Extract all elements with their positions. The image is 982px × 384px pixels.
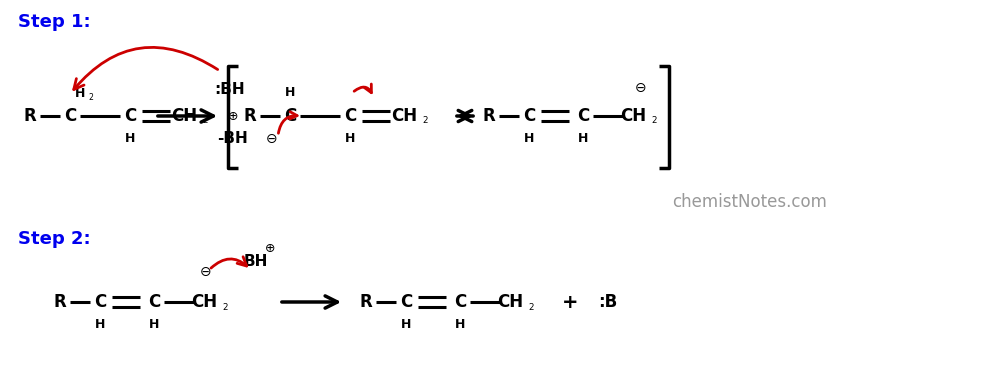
Text: H: H xyxy=(149,318,159,331)
Text: chemistNotes.com: chemistNotes.com xyxy=(673,193,828,211)
Text: C: C xyxy=(576,107,589,125)
Text: Step 1:: Step 1: xyxy=(18,13,90,31)
Text: Step 2:: Step 2: xyxy=(18,230,90,248)
Text: C: C xyxy=(284,107,297,125)
Text: C: C xyxy=(124,107,136,125)
Text: H: H xyxy=(95,318,105,331)
FancyArrowPatch shape xyxy=(211,257,246,268)
Text: $_2$: $_2$ xyxy=(201,114,208,126)
Text: C: C xyxy=(522,107,535,125)
Text: C: C xyxy=(94,293,106,311)
Text: R: R xyxy=(54,293,67,311)
Text: CH: CH xyxy=(620,107,646,125)
Text: CH: CH xyxy=(191,293,217,311)
Text: BH: BH xyxy=(244,255,268,270)
FancyArrowPatch shape xyxy=(278,112,298,133)
Text: -BH: -BH xyxy=(218,131,248,147)
Text: H: H xyxy=(285,86,296,99)
Text: CH: CH xyxy=(171,107,197,125)
Text: ⊕: ⊕ xyxy=(265,242,275,255)
Text: ⊖: ⊖ xyxy=(266,132,278,146)
Text: C: C xyxy=(148,293,160,311)
Text: H: H xyxy=(455,318,465,331)
Text: $_2$: $_2$ xyxy=(421,114,428,126)
Text: C: C xyxy=(64,107,77,125)
FancyArrowPatch shape xyxy=(355,84,371,93)
Text: C: C xyxy=(454,293,466,311)
Text: +: + xyxy=(562,293,578,311)
Text: H: H xyxy=(125,132,136,146)
Text: $_2$: $_2$ xyxy=(651,114,657,126)
Text: :BH: :BH xyxy=(215,81,246,96)
Text: H: H xyxy=(75,88,85,101)
Text: $_2$: $_2$ xyxy=(87,92,94,104)
Text: C: C xyxy=(400,293,412,311)
Text: R: R xyxy=(24,107,36,125)
Text: ⊕: ⊕ xyxy=(228,111,239,124)
Text: H: H xyxy=(577,132,588,146)
Text: ⊖: ⊖ xyxy=(635,81,647,95)
Text: $_2$: $_2$ xyxy=(527,300,534,313)
Text: H: H xyxy=(401,318,411,331)
Text: C: C xyxy=(344,107,356,125)
Text: R: R xyxy=(359,293,372,311)
Text: CH: CH xyxy=(391,107,417,125)
Text: CH: CH xyxy=(497,293,523,311)
Text: :B: :B xyxy=(598,293,618,311)
Text: H: H xyxy=(523,132,534,146)
Text: ⊖: ⊖ xyxy=(200,265,212,279)
Text: H: H xyxy=(345,132,355,146)
Text: R: R xyxy=(482,107,495,125)
Text: R: R xyxy=(244,107,256,125)
FancyArrowPatch shape xyxy=(74,47,218,89)
Text: $_2$: $_2$ xyxy=(222,300,229,313)
